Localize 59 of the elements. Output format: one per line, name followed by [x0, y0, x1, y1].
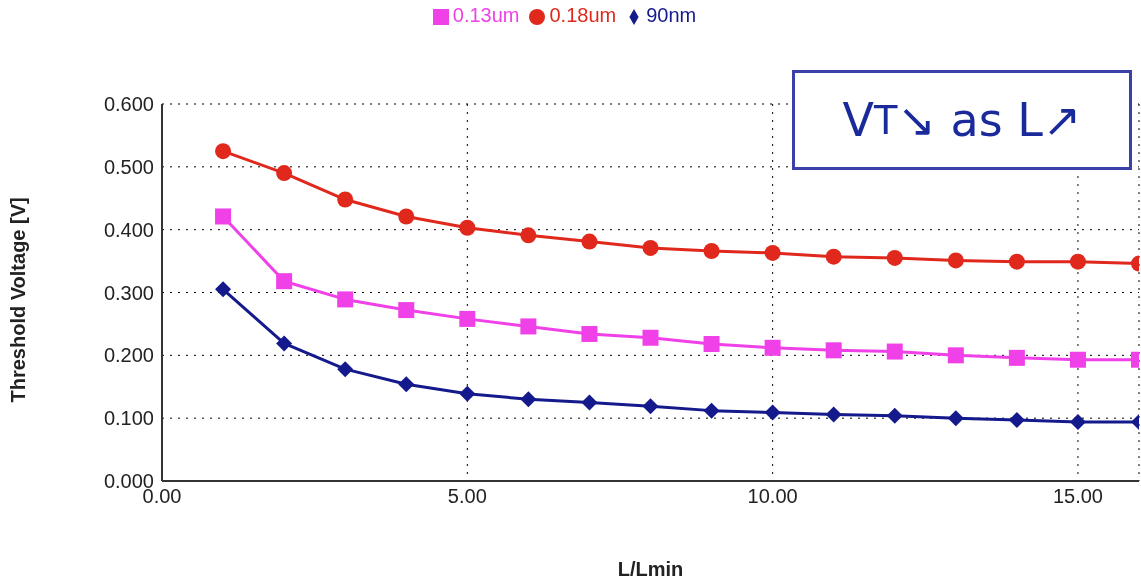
point — [947, 252, 964, 269]
point — [886, 343, 903, 360]
point — [459, 219, 476, 236]
point — [825, 342, 842, 359]
point — [764, 244, 781, 261]
point — [520, 227, 537, 244]
point — [581, 394, 598, 411]
point — [703, 243, 720, 260]
point — [1069, 413, 1086, 430]
point — [703, 402, 720, 419]
point — [1008, 253, 1025, 270]
point — [398, 376, 415, 393]
point — [1069, 253, 1086, 270]
x-tick-label: 15.00 — [1052, 485, 1103, 508]
point — [276, 165, 293, 182]
point — [459, 385, 476, 402]
point — [520, 318, 537, 335]
point — [398, 302, 415, 319]
point — [337, 291, 354, 308]
point — [886, 407, 903, 424]
point — [825, 406, 842, 423]
point — [642, 398, 659, 415]
x-tick-label: 5.00 — [447, 485, 487, 508]
point — [581, 325, 598, 342]
point — [642, 239, 659, 256]
point — [764, 339, 781, 356]
legend-label: 0.13um — [452, 4, 520, 26]
x-axis-title: L/Lmin — [617, 558, 684, 580]
y-tick-label: 0.200 — [103, 344, 154, 367]
point — [581, 233, 598, 250]
point — [1008, 412, 1025, 429]
y-tick-label: 0.300 — [103, 281, 154, 304]
point — [825, 248, 842, 265]
y-axis-title: Threshold Voltage [V] — [7, 197, 30, 403]
point — [215, 208, 232, 225]
point — [337, 191, 354, 208]
point — [703, 336, 720, 353]
legend-label: 0.18um — [549, 4, 617, 26]
point — [459, 310, 476, 327]
point — [215, 143, 232, 160]
point — [215, 281, 232, 298]
point — [276, 335, 293, 352]
y-tick-label: 0.500 — [103, 155, 154, 178]
point — [764, 404, 781, 421]
y-tick-label: 0.400 — [103, 218, 154, 241]
point — [886, 249, 903, 266]
point — [1069, 351, 1086, 368]
x-tick-label: 10.00 — [747, 485, 798, 508]
legend-label: 90nm — [646, 4, 697, 26]
point — [520, 391, 537, 408]
point — [337, 361, 354, 378]
point — [398, 208, 415, 225]
y-tick-label: 0.100 — [103, 407, 154, 430]
y-tick-label: 0.600 — [103, 93, 154, 116]
point — [642, 329, 659, 346]
point — [947, 347, 964, 364]
point — [276, 273, 293, 290]
point — [947, 410, 964, 427]
point — [1008, 349, 1025, 366]
